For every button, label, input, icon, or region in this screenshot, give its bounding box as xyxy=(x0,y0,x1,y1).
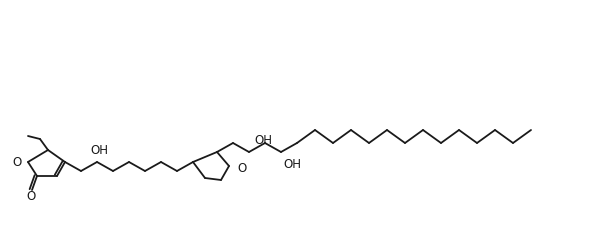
Text: O: O xyxy=(13,155,22,169)
Text: OH: OH xyxy=(90,143,108,156)
Text: OH: OH xyxy=(283,159,301,172)
Text: OH: OH xyxy=(254,134,272,148)
Text: O: O xyxy=(26,191,35,203)
Text: O: O xyxy=(237,163,246,175)
